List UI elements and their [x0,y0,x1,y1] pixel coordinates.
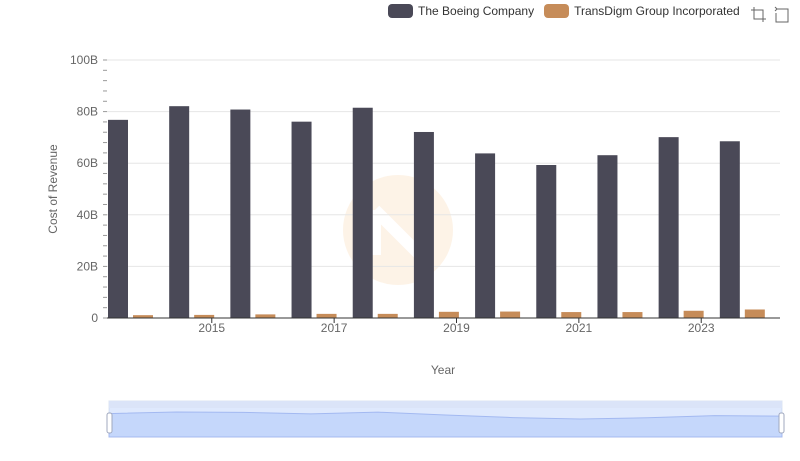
bar-transdigm[interactable] [744,309,765,318]
x-axis-title: Year [431,363,455,377]
zoom-preview-area [108,411,783,438]
y-axis-title: Cost of Revenue [46,144,60,234]
legend-swatch-transdigm [544,4,570,18]
axes: 0 20B 40B 60B 80B 100B 2015 2017 2019 2021 2023 [70,53,780,335]
bar-transdigm[interactable] [194,314,215,318]
legend-label-boeing: The Boeing Company [418,4,535,18]
toolbox [746,6,790,24]
restore-icon[interactable] [772,6,790,24]
bar-transdigm[interactable] [500,311,521,318]
x-tick-label: 2021 [566,321,593,335]
bar-transdigm[interactable] [438,311,459,318]
x-tick-label: 2023 [688,321,715,335]
legend-item-transdigm[interactable]: TransDigm Group Incorporated [544,4,740,18]
bar-transdigm[interactable] [316,313,337,318]
legend-item-boeing[interactable]: The Boeing Company [388,4,534,18]
bar-boeing[interactable] [291,121,312,318]
bar-transdigm[interactable] [255,314,276,318]
zoom-top-bar[interactable] [109,401,782,408]
x-tick-label: 2019 [443,321,470,335]
x-tick-label: 2015 [198,321,225,335]
legend: The Boeing Company TransDigm Group Incor… [388,4,750,18]
bar-transdigm[interactable] [561,312,582,318]
bar-boeing[interactable] [475,153,496,318]
bar-boeing[interactable] [169,106,190,318]
bar-boeing[interactable] [658,137,679,318]
y-tick-label: 60B [77,156,98,170]
bar-boeing[interactable] [536,165,557,318]
bar-transdigm[interactable] [622,312,643,318]
y-tick-label: 80B [77,105,98,119]
zoom-selection[interactable] [109,408,782,437]
data-zoom-slider[interactable] [106,400,785,438]
bar-boeing[interactable] [108,119,128,318]
y-tick-label: 100B [70,53,98,67]
bars [108,106,765,318]
bar-boeing[interactable] [597,155,618,318]
zoom-select-icon[interactable] [750,6,768,24]
legend-label-transdigm: TransDigm Group Incorporated [574,4,740,18]
y-tick-label: 20B [77,259,98,273]
bar-boeing[interactable] [352,107,373,318]
bar-transdigm[interactable] [133,315,153,318]
bar-boeing[interactable] [413,131,434,318]
y-tick-label: 40B [77,208,98,222]
bar-transdigm[interactable] [683,310,704,318]
bar-transdigm[interactable] [377,313,398,318]
bar-boeing[interactable] [719,141,740,318]
legend-swatch-boeing [388,4,413,18]
x-tick-label: 2017 [321,321,348,335]
y-tick-label: 0 [91,311,98,325]
bar-boeing[interactable] [230,109,251,318]
zoom-handle-left[interactable] [106,412,113,434]
zoom-handle-right[interactable] [778,412,785,434]
